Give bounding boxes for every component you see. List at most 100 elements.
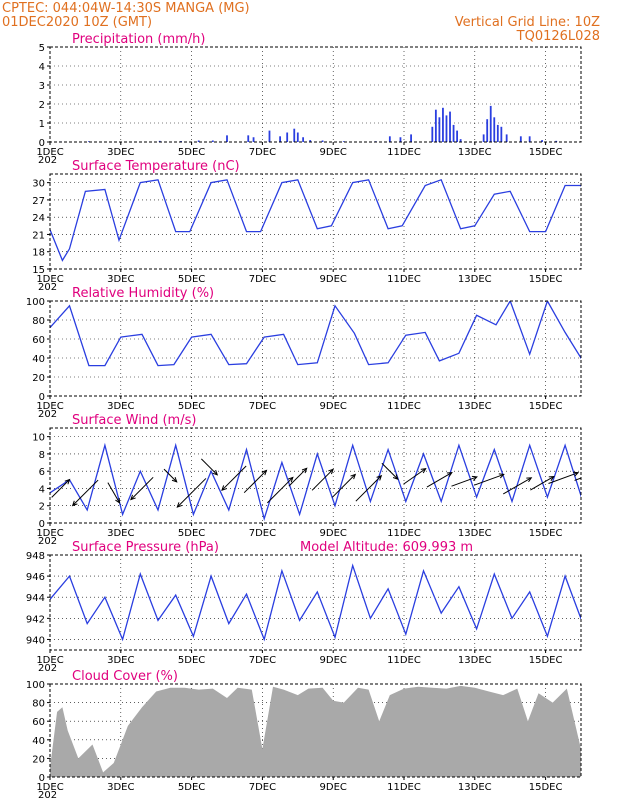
wind-arrow-head <box>130 494 136 501</box>
station-header: CPTEC: 044:04W-14:30S MANGA (MG) <box>2 1 250 16</box>
temp-ytick-label: 24 <box>32 213 45 224</box>
wind-arrow <box>130 476 154 500</box>
rh-xtick-label: 1DEC <box>36 401 63 412</box>
precip-ytick-label: 3 <box>39 81 45 92</box>
pressure-panel: 940 942 944 946 948 1DEC 3DEC 5DEC 7DEC 9DEC 11DEC… <box>26 540 582 674</box>
wind-arrow-head <box>446 472 453 478</box>
run-date: 01DEC2020 10Z (GMT) <box>2 15 152 30</box>
pressure-series-line <box>50 563 581 642</box>
temp-xtick-label: 9DEC <box>320 274 347 285</box>
wind-arrow <box>381 462 399 480</box>
wind-arrow-head <box>573 471 580 477</box>
precip-bar <box>293 128 296 142</box>
precip-bar <box>302 137 305 142</box>
precip-xtick-label: 5DEC <box>178 147 205 158</box>
temp-xtick-label: 3DEC <box>107 274 134 285</box>
wind-arrow <box>267 477 294 504</box>
temp-xtick-label: 15DEC <box>529 274 563 285</box>
rh-frame <box>49 300 582 397</box>
precip-bar <box>528 136 531 142</box>
wind-arrow-head <box>115 497 121 504</box>
wind-arrow-head <box>548 475 555 481</box>
cloud-xtick-label: 15DEC <box>529 782 563 793</box>
wind-plot-area <box>50 442 618 522</box>
rh-title: Relative Humidity (%) <box>72 286 214 301</box>
wind-arrow <box>426 472 453 488</box>
cloud-xtick-label: 5DEC <box>178 782 205 793</box>
temp-xtick-label: 1DEC <box>36 274 63 285</box>
wind-xtick-label: 9DEC <box>320 528 347 539</box>
wind-arrow-head <box>261 469 268 476</box>
precip-bar <box>587 141 589 142</box>
wind-arrow-head <box>420 467 427 474</box>
cloud-frame <box>49 683 582 778</box>
pressure-xtick-label: 7DEC <box>249 655 276 666</box>
wind-xtick-label: 11DEC <box>387 528 421 539</box>
precip-bar <box>309 140 312 142</box>
wind-ytick-label: 8 <box>39 450 45 461</box>
precip-bar <box>482 134 485 142</box>
wind-arrow <box>574 477 581 481</box>
wind-arrow-head <box>597 470 602 474</box>
wind-xtick-label: 15DEC <box>529 528 563 539</box>
wind-frame <box>49 427 582 524</box>
precip-title: Precipitation (mm/h) <box>72 32 205 47</box>
temp-ytick-label: 18 <box>32 248 45 259</box>
precip-bar <box>505 134 508 142</box>
wind-arrow <box>200 458 218 476</box>
wind-arrow-head <box>498 473 505 479</box>
wind-ytick-label: 2 <box>39 502 45 513</box>
precip-bar <box>601 141 603 142</box>
wind-arrow <box>602 474 618 487</box>
precip-xtick-label: 3DEC <box>107 147 134 158</box>
pressure-xtick-label: 1DEC <box>36 655 63 666</box>
pressure-year-stub: 202 <box>38 663 57 674</box>
pressure-xtick-label: 3DEC <box>107 655 134 666</box>
wind-arrow-head <box>171 476 178 483</box>
wind-arrow-head <box>471 475 478 481</box>
temp-ytick-label: 15 <box>32 265 45 276</box>
pressure-ytick-label: 940 <box>26 635 45 646</box>
cloud-year-stub: 202 <box>38 790 57 800</box>
wind-ytick-label: 0 <box>39 519 45 530</box>
wind-arrow <box>451 476 478 487</box>
precip-bar <box>493 117 496 142</box>
wind-arrow <box>51 479 70 498</box>
precip-ytick-label: 4 <box>39 62 45 73</box>
temp-xtick-label: 13DEC <box>458 274 492 285</box>
temp-ytick-label: 30 <box>32 179 45 190</box>
pressure-xtick-label: 15DEC <box>529 655 563 666</box>
cloud-ytick-label: 40 <box>32 736 45 747</box>
precip-bar <box>431 126 434 142</box>
temp-year-stub: 202 <box>38 282 57 293</box>
temp-title: Surface Temperature (nC) <box>72 159 240 174</box>
rh-ytick-label: 40 <box>32 354 45 365</box>
cloud-xtick-label: 7DEC <box>249 782 276 793</box>
wind-ytick-label: 4 <box>39 484 45 495</box>
wind-ytick-label: 10 <box>32 433 45 444</box>
precip-xtick-label: 1DEC <box>36 147 63 158</box>
wind-arrow <box>72 479 99 506</box>
wind-arrow-head <box>328 468 334 475</box>
precip-bar <box>612 141 614 142</box>
wind-ytick-label: 6 <box>39 467 45 478</box>
precip-bar <box>519 136 522 142</box>
wind-arrow <box>176 478 207 508</box>
temp-ytick-label: 27 <box>32 196 45 207</box>
wind-arrow-head <box>376 474 383 481</box>
pressure-extra-label: Model Altitude: 609.993 m <box>300 540 473 555</box>
precip-bar <box>541 140 543 142</box>
wind-arrow <box>503 477 532 495</box>
model-resolution: TQ0126L028 <box>516 29 600 44</box>
rh-year-stub: 202 <box>38 409 57 420</box>
wind-arrow <box>243 470 267 494</box>
cloud-ytick-label: 0 <box>39 773 45 784</box>
wind-arrow <box>355 475 382 502</box>
rh-ytick-label: 100 <box>26 297 45 308</box>
wind-panel: 0 2 4 6 8 10 1DEC 3DEC 5DEC 7DEC 9DEC 11DEC 13DEC 15D… <box>32 413 618 547</box>
precip-bar <box>211 140 214 142</box>
wind-title: Surface Wind (m/s) <box>72 413 196 428</box>
wind-xtick-label: 3DEC <box>107 528 134 539</box>
precip-bar <box>342 141 345 142</box>
precip-ytick-label: 2 <box>39 100 45 111</box>
